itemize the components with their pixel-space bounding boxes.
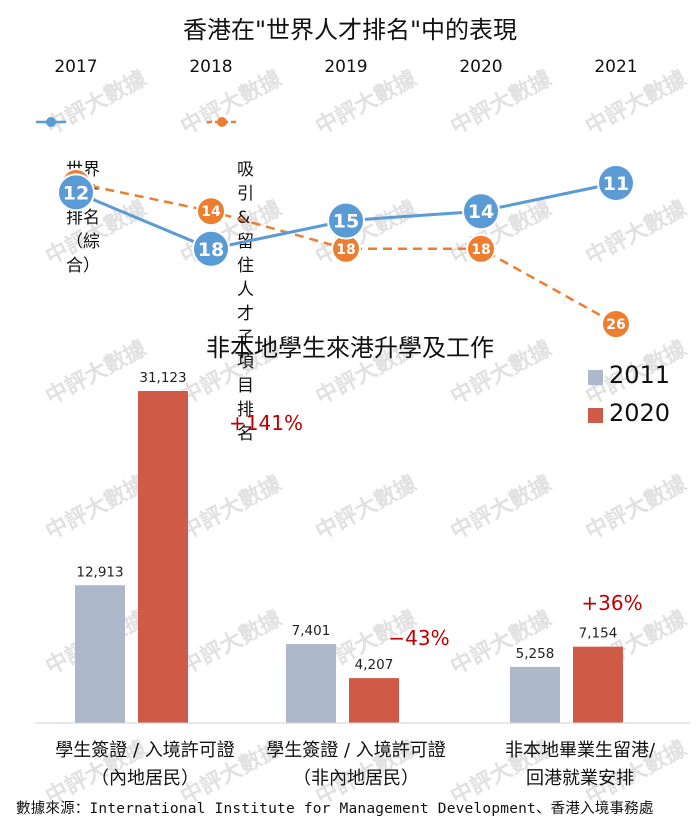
overall-rank-label: 12 — [63, 182, 89, 204]
legend-item-attract: 吸引&留住人才 子項目排名 — [207, 110, 254, 446]
bar-value-label: 7,154 — [579, 626, 618, 642]
year-label: 2021 — [594, 57, 638, 77]
overall-rank-point — [192, 229, 230, 268]
attract-rank-label: 18 — [336, 242, 355, 258]
overall-rank-point — [597, 164, 635, 202]
category-label: 非本地畢業生留港/ 回港就業安排 — [504, 740, 656, 789]
bar-2020 — [573, 646, 623, 723]
attract-rank-point — [196, 196, 226, 227]
legend-swatch-2011 — [588, 370, 603, 385]
legend-marker-orange — [207, 116, 237, 128]
line-chart: 11141818261218151411 — [57, 164, 635, 339]
attract-rank-label: 18 — [471, 242, 490, 258]
overall-rank-label: 11 — [603, 173, 629, 195]
bar-2011 — [510, 666, 560, 723]
overall-rank-point — [462, 192, 500, 231]
overall-rank-point — [327, 201, 365, 240]
attract-rank-point — [466, 233, 496, 264]
overall-rank-label: 15 — [333, 211, 359, 233]
bar-value-label: 12,913 — [76, 564, 123, 580]
legend-label-attract: 吸引&留住人才 子項目排名 — [237, 160, 254, 444]
category-label: 學生簽證 / 入境許可證 （內地居民） — [55, 740, 235, 789]
overall-rank-point — [57, 173, 95, 212]
year-label: 2020 — [459, 57, 503, 77]
legend-label-2020: 2020 — [609, 399, 671, 427]
category-label: 學生簽證 / 入境許可證 （非內地居民） — [266, 740, 446, 789]
line-chart-title: 香港在"世界人才排名"中的表現 — [182, 16, 518, 44]
percent-change-annotation: −43% — [388, 626, 449, 650]
bar-value-label: 31,123 — [139, 370, 186, 386]
attract-rank-label: 14 — [201, 204, 221, 220]
bar-value-label: 4,207 — [355, 657, 394, 673]
source-note: 數據來源：International Institute for Managem… — [16, 801, 654, 817]
year-label: 2019 — [324, 57, 368, 77]
bar-chart-title: 非本地學生來港升學及工作 — [206, 334, 494, 362]
overall-rank-label: 18 — [198, 239, 224, 261]
bar-2020 — [138, 391, 188, 723]
attract-rank-point — [601, 309, 631, 339]
bar-2011 — [75, 585, 125, 723]
percent-change-annotation: +141% — [229, 411, 303, 435]
legend-marker-blue — [36, 116, 66, 128]
bar-value-label: 7,401 — [292, 623, 331, 639]
legend-swatch-2020 — [588, 408, 603, 423]
bar-value-label: 5,258 — [516, 646, 555, 662]
bar-2020 — [349, 678, 399, 723]
legend-label-2011: 2011 — [609, 361, 671, 389]
bar-2011 — [286, 644, 336, 723]
year-label: 2018 — [189, 57, 233, 77]
overall-rank-label: 14 — [468, 201, 494, 223]
percent-change-annotation: +36% — [581, 591, 642, 615]
attract-rank-label: 26 — [606, 317, 625, 333]
year-label: 2017 — [54, 57, 98, 77]
